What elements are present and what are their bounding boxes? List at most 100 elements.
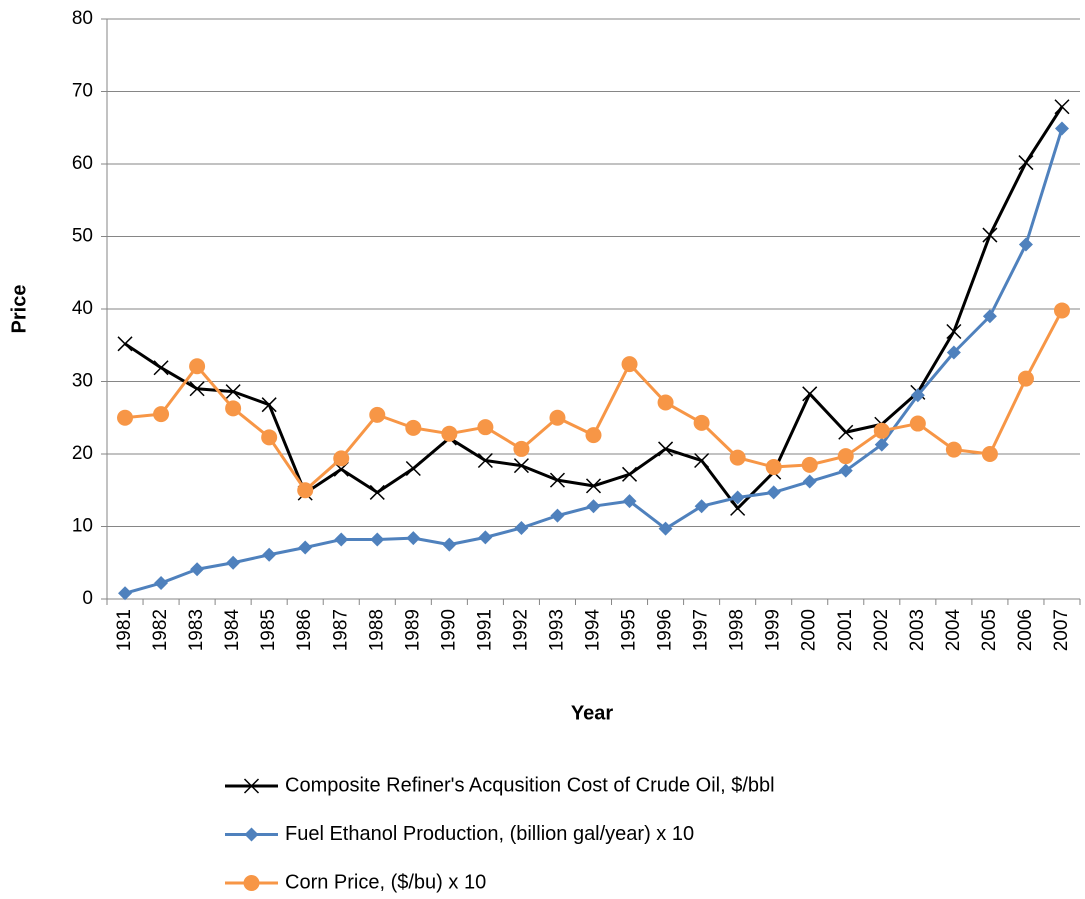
marker <box>297 482 314 499</box>
marker <box>982 227 998 243</box>
marker <box>730 500 746 516</box>
marker <box>873 422 890 439</box>
marker <box>190 562 205 577</box>
marker <box>478 530 493 545</box>
legend-marker <box>243 778 260 794</box>
legend-text: Corn Price, ($/bu) x 10 <box>285 871 486 893</box>
marker <box>369 484 385 500</box>
marker <box>117 409 134 426</box>
marker <box>333 450 350 467</box>
marker <box>477 452 493 469</box>
x-tick-label: 2000 <box>799 609 820 651</box>
marker <box>153 360 169 376</box>
marker <box>621 356 638 373</box>
marker <box>802 386 818 402</box>
x-tick-label: 1994 <box>583 609 604 652</box>
x-tick-label: 1981 <box>114 609 135 651</box>
marker <box>946 323 962 340</box>
marker <box>1054 99 1070 115</box>
marker <box>189 381 205 397</box>
marker <box>405 460 421 477</box>
marker <box>694 499 709 514</box>
marker <box>549 472 565 488</box>
y-tick-label: 10 <box>72 516 93 537</box>
x-tick-label: 2007 <box>1051 609 1072 651</box>
x-tick-label: 1984 <box>222 609 243 652</box>
marker <box>225 384 241 400</box>
marker <box>586 499 601 514</box>
marker <box>765 459 782 476</box>
x-tick-label: 1990 <box>438 609 459 651</box>
x-tick-label: 2001 <box>835 609 856 651</box>
marker <box>441 425 458 442</box>
marker <box>405 419 422 436</box>
x-tick-label: 2005 <box>979 609 1000 651</box>
marker <box>262 547 277 562</box>
x-tick-label: 1999 <box>763 609 784 651</box>
marker <box>261 429 278 446</box>
y-tick-label: 20 <box>72 443 93 464</box>
marker <box>982 309 997 324</box>
marker <box>909 415 926 432</box>
legend-text: Composite Refiner's Acqusition Cost of C… <box>285 774 775 796</box>
marker <box>1054 121 1069 136</box>
y-tick-label: 50 <box>72 226 93 247</box>
marker <box>981 446 998 462</box>
y-tick-label: 80 <box>72 8 93 29</box>
x-axis-title: Year <box>571 702 613 724</box>
x-tick-label: 2002 <box>871 609 892 651</box>
marker <box>117 336 133 352</box>
marker <box>729 449 746 466</box>
marker <box>946 345 961 360</box>
marker <box>1053 302 1070 319</box>
y-tick-label: 70 <box>72 81 93 102</box>
marker <box>226 555 241 570</box>
marker <box>406 531 421 546</box>
marker <box>657 394 674 411</box>
legend-marker <box>244 827 259 842</box>
marker <box>442 537 457 552</box>
x-tick-label: 1993 <box>546 609 567 651</box>
marker <box>153 406 170 423</box>
marker <box>658 441 674 457</box>
marker <box>189 358 206 375</box>
marker <box>622 494 637 509</box>
x-tick-label: 1982 <box>150 609 171 651</box>
x-tick-label: 1987 <box>330 609 351 651</box>
marker <box>1018 237 1033 252</box>
marker <box>945 441 962 458</box>
x-tick-label: 2006 <box>1015 609 1036 651</box>
x-tick-label: 1998 <box>727 609 748 651</box>
marker <box>549 409 566 426</box>
marker <box>261 397 277 413</box>
legend-text: Fuel Ethanol Production, (billion gal/ye… <box>285 823 694 845</box>
x-tick-label: 1983 <box>186 609 207 651</box>
series <box>117 99 1070 516</box>
marker <box>874 437 889 452</box>
series-line <box>124 128 1064 595</box>
marker <box>693 414 710 431</box>
marker <box>801 456 818 473</box>
marker <box>585 427 602 444</box>
marker <box>118 586 133 601</box>
marker <box>298 540 313 555</box>
legend-marker <box>243 875 260 891</box>
marker <box>838 463 853 478</box>
x-tick-label: 1988 <box>366 609 387 651</box>
y-tick-label: 40 <box>72 298 93 319</box>
marker <box>154 576 169 591</box>
marker <box>513 458 529 474</box>
marker <box>910 388 925 403</box>
marker <box>802 474 817 489</box>
y-tick-label: 30 <box>72 371 93 392</box>
marker <box>334 532 349 547</box>
series-line <box>124 105 1064 510</box>
marker <box>766 485 781 500</box>
marker <box>585 478 602 494</box>
series <box>118 121 1069 601</box>
x-tick-label: 1997 <box>691 609 712 651</box>
marker <box>514 520 529 535</box>
marker <box>370 532 385 547</box>
series <box>117 302 1070 499</box>
